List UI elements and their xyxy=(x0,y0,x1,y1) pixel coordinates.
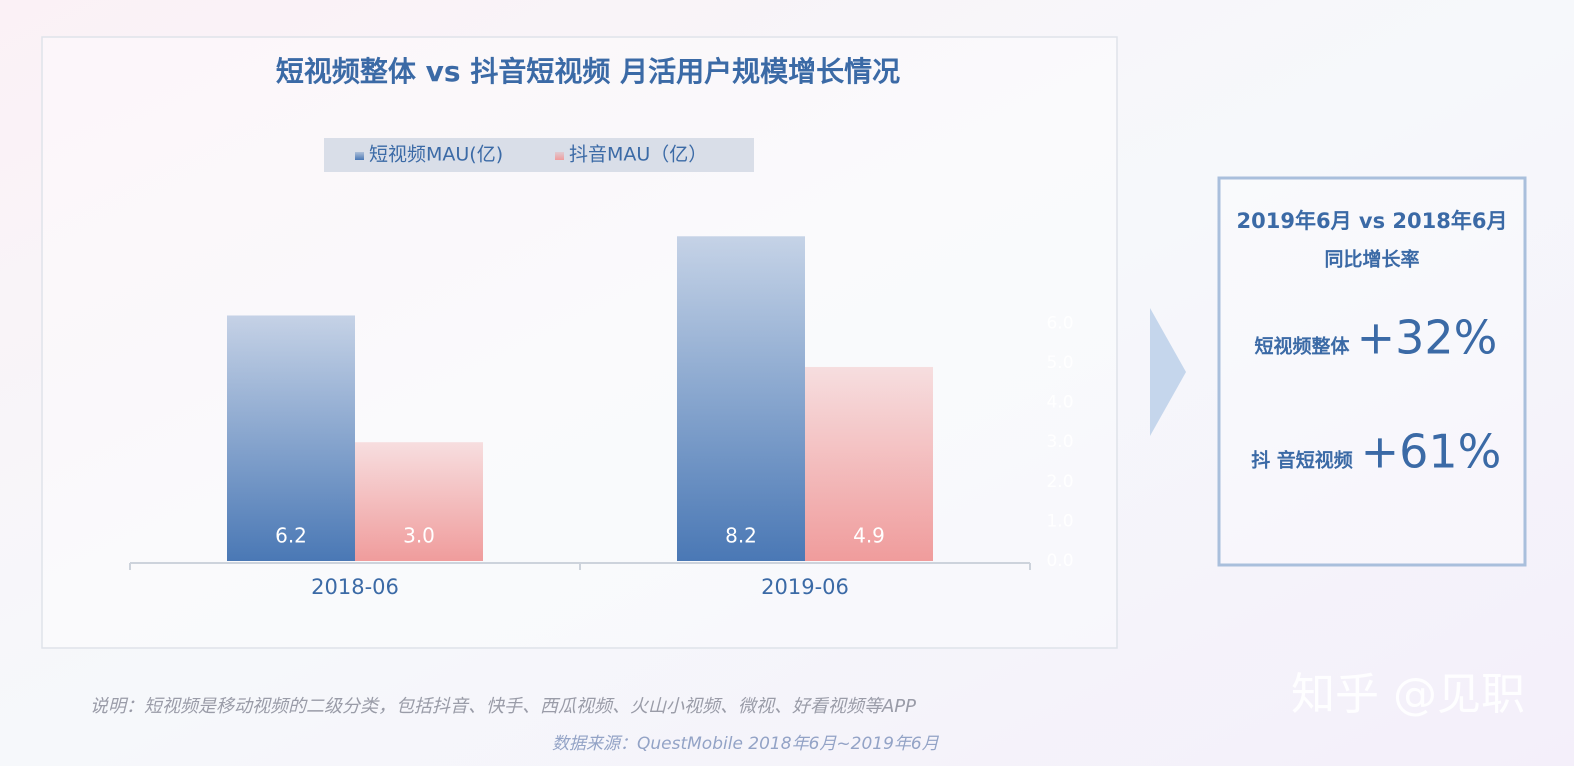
watermark: 知乎 @见职 xyxy=(1291,669,1525,720)
legend-label: 短视频MAU(亿) xyxy=(369,144,503,166)
panel-value: +32% xyxy=(1357,311,1498,365)
legend-box xyxy=(324,138,754,172)
y-tick-label: 1.0 xyxy=(1046,511,1073,531)
growth-panel xyxy=(1217,176,1527,567)
panel-value: +61% xyxy=(1361,425,1502,479)
bar xyxy=(805,366,933,561)
bar xyxy=(677,236,805,561)
y-tick-label: 2.0 xyxy=(1046,472,1073,492)
value-label: 3.0 xyxy=(403,524,435,548)
panel-label: 抖 音短视频 xyxy=(1251,449,1353,472)
panel-subtitle: 同比增长率 xyxy=(1324,248,1419,271)
x-tick-label: 2019-06 xyxy=(761,575,849,599)
panel-title: 2019年6月 vs 2018年6月 xyxy=(1237,209,1508,233)
legend-label: 抖音MAU（亿） xyxy=(569,144,707,166)
legend-swatch xyxy=(355,152,364,160)
value-label: 8.2 xyxy=(725,524,757,548)
arrow xyxy=(1150,308,1186,436)
y-tick-label: 4.0 xyxy=(1046,393,1073,413)
bar xyxy=(355,442,483,561)
chart-title: 短视频整体 vs 抖音短视频 月活用户规模增长情况 xyxy=(276,55,900,88)
legend-swatch xyxy=(555,152,564,160)
bar xyxy=(227,315,355,561)
legend: 短视频MAU(亿) 抖音MAU（亿） xyxy=(355,144,707,166)
x-tick-label: 2018-06 xyxy=(311,575,399,599)
y-tick-label: 5.0 xyxy=(1046,353,1073,373)
chart-frame xyxy=(41,36,1118,649)
y-tick-label: 6.0 xyxy=(1046,313,1073,333)
note: 说明：短视频是移动视频的二级分类，包括抖音、快手、西瓜视频、火山小视频、微视、好… xyxy=(90,696,916,717)
source: 数据来源：QuestMobile 2018年6月~2019年6月 xyxy=(552,734,940,754)
y-tick-label: 3.0 xyxy=(1046,432,1073,452)
y-tick-label: 0.0 xyxy=(1046,551,1073,571)
value-label: 4.9 xyxy=(853,524,885,548)
value-label: 6.2 xyxy=(275,524,307,548)
panel-label: 短视频整体 xyxy=(1254,335,1350,358)
